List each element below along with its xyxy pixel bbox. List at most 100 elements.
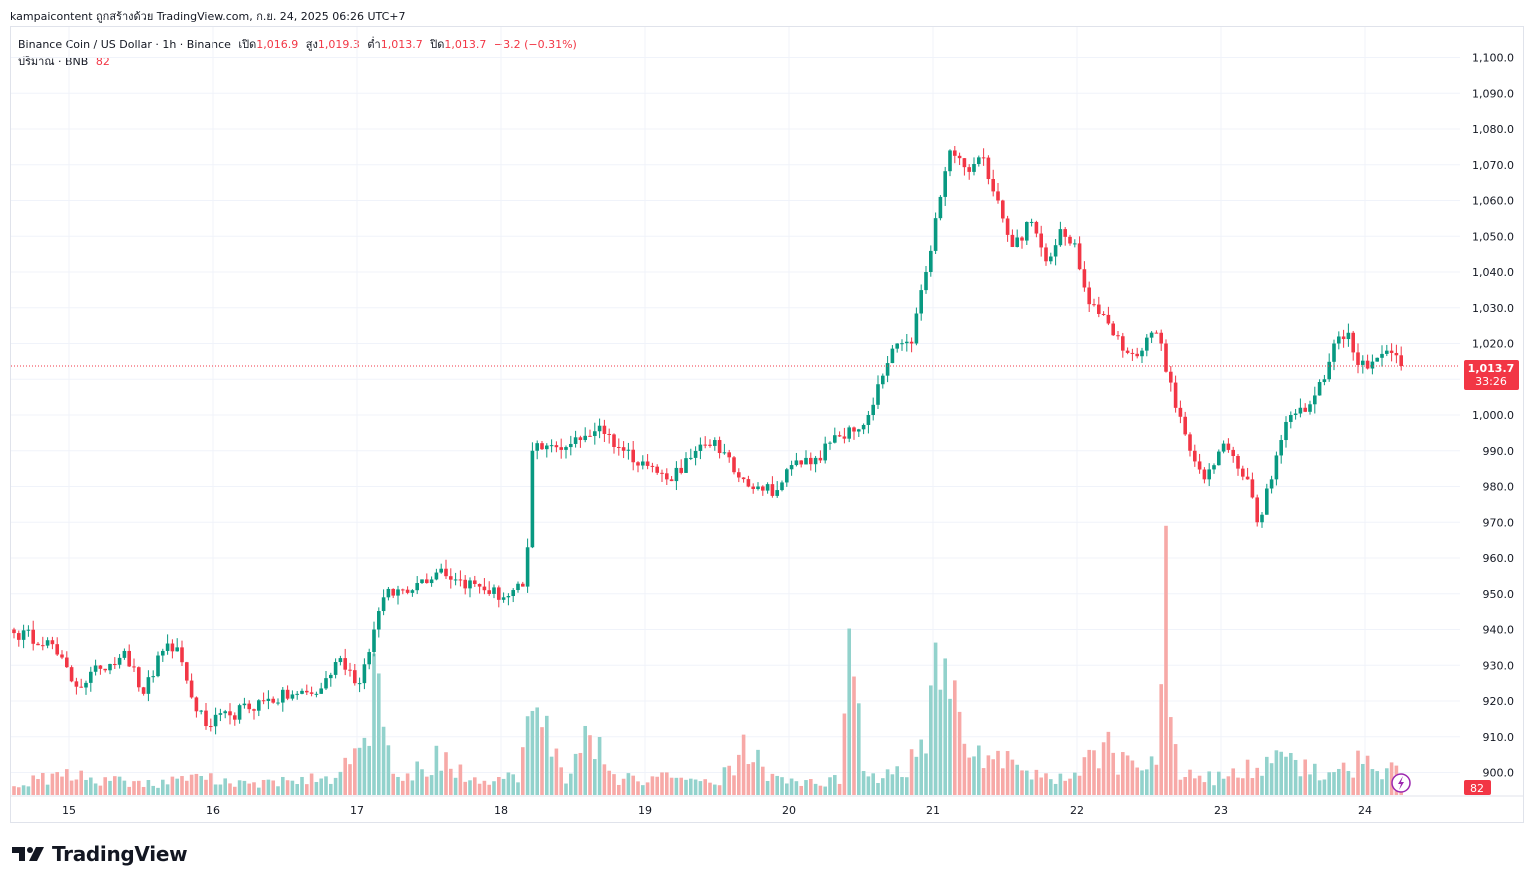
candle — [564, 445, 568, 459]
volume-bar — [847, 628, 851, 795]
volume-bar — [785, 783, 789, 795]
chart-pane[interactable] — [10, 26, 1524, 823]
candle — [1284, 416, 1288, 448]
candle — [588, 429, 592, 437]
candle — [852, 426, 856, 440]
candle — [636, 461, 640, 473]
candle — [21, 624, 26, 649]
candle — [1010, 229, 1015, 248]
volume-bar — [1327, 772, 1331, 795]
candle — [1356, 343, 1360, 374]
candle — [986, 155, 991, 185]
candle — [789, 460, 794, 476]
y-tick-label: 1,030.0 — [1472, 302, 1514, 315]
volume-bar — [1197, 775, 1202, 795]
volume-bar — [36, 779, 40, 795]
candle — [290, 690, 295, 701]
candle — [597, 418, 602, 439]
volume-bar — [1236, 777, 1240, 795]
candle — [828, 441, 832, 450]
candle — [1063, 227, 1067, 246]
candle — [501, 592, 506, 603]
candle — [943, 166, 947, 206]
candle — [693, 446, 698, 466]
lightning-icon[interactable] — [1391, 773, 1411, 793]
volume-bar — [900, 777, 904, 795]
time-axis[interactable]: 15 16 17 18 19 20 21 22 23 24 — [62, 804, 1372, 817]
candle — [794, 452, 799, 467]
candle — [1308, 400, 1312, 415]
candle — [1317, 379, 1322, 396]
candle — [41, 636, 45, 651]
candle — [45, 637, 50, 649]
y-tick-label: 1,090.0 — [1472, 87, 1514, 100]
candle — [1236, 454, 1240, 476]
volume-bar — [103, 777, 107, 795]
volume-bar — [1245, 759, 1250, 795]
candle — [295, 691, 299, 700]
candle — [1116, 330, 1120, 340]
volume-bar — [991, 759, 995, 795]
volume-bar — [146, 780, 151, 795]
candle — [1130, 348, 1135, 361]
candle — [833, 427, 837, 444]
candle — [93, 659, 98, 676]
volume-bar — [1178, 779, 1183, 795]
volume-bar — [1346, 771, 1351, 795]
candle — [1265, 483, 1269, 515]
volume-bar — [1337, 768, 1341, 795]
volume-bar — [1370, 769, 1375, 795]
volume-bar — [74, 779, 79, 795]
candle — [1226, 438, 1231, 453]
candles — [12, 145, 1403, 735]
volume-bar — [156, 787, 160, 795]
price-axis[interactable]: 1,100.0 1,090.0 1,080.0 1,070.0 1,060.0 1,050… — [1472, 52, 1514, 780]
volume-bar — [981, 768, 986, 795]
x-tick-label: 19 — [638, 804, 652, 817]
volume-bar — [468, 780, 472, 795]
candle — [1197, 453, 1202, 474]
volume-bar — [1145, 769, 1149, 795]
candle — [420, 579, 424, 584]
volume-bar — [487, 784, 491, 795]
tradingview-brand[interactable]: TradingView — [12, 842, 188, 866]
volume-bar — [492, 781, 496, 795]
candle — [55, 637, 59, 656]
candle — [857, 428, 861, 437]
candle — [650, 462, 655, 473]
volume-bar — [890, 774, 895, 795]
volume-bar — [871, 773, 875, 795]
volume-bar — [1317, 780, 1322, 795]
volume-bar — [780, 777, 784, 795]
candle — [684, 452, 688, 473]
candle — [132, 658, 136, 673]
volume-bar — [161, 779, 165, 795]
volume-bar — [122, 780, 127, 795]
candle — [881, 373, 885, 389]
candle — [948, 149, 952, 177]
volume-bar — [516, 782, 520, 795]
candle — [660, 469, 664, 482]
volume-bar — [381, 726, 386, 795]
volume-label[interactable]: ปริมาณ · BNB — [18, 55, 89, 68]
candle — [1255, 494, 1259, 527]
volume-bar — [866, 776, 871, 795]
volume-bar — [26, 786, 31, 795]
candle — [521, 581, 525, 587]
volume-bar — [597, 737, 602, 795]
volume-bar — [554, 748, 559, 795]
y-tick-label: 920.0 — [1483, 695, 1515, 708]
candle — [919, 284, 923, 321]
volume-bar — [948, 698, 952, 795]
symbol-description[interactable]: Binance Coin / US Dollar · 1h · Binance — [18, 38, 231, 51]
candle — [1097, 296, 1101, 318]
volume-bar — [986, 755, 991, 795]
volume-bar — [833, 775, 837, 795]
attribution-text: kampaicontent ถูกสร้างด้วย TradingView.c… — [10, 10, 406, 23]
candle — [1140, 347, 1144, 363]
candle — [386, 586, 391, 601]
candle — [113, 657, 117, 670]
y-tick-label: 960.0 — [1483, 552, 1515, 565]
candle — [434, 568, 439, 581]
